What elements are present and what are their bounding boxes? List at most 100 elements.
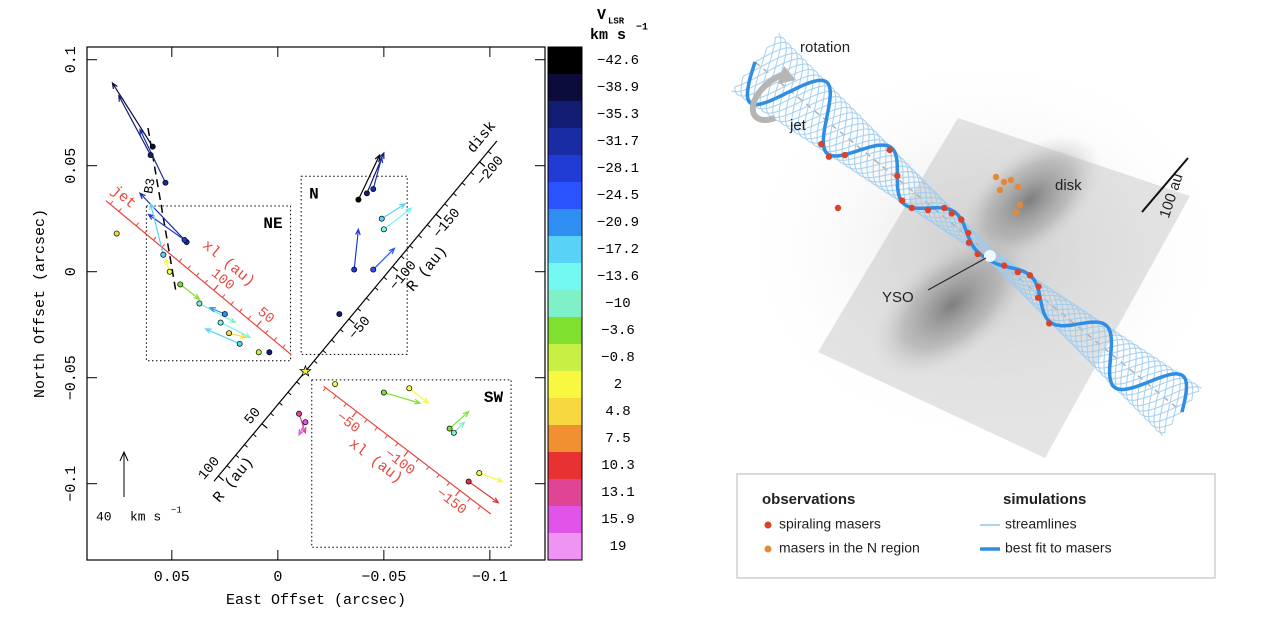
- inset-minor-tick: [235, 454, 240, 459]
- colorbar-band: [548, 533, 582, 561]
- inset-tick: [435, 213, 442, 220]
- legend-swatch: [764, 521, 772, 529]
- maser: [370, 266, 377, 273]
- legend-item: streamlines: [1005, 516, 1077, 532]
- inset-minor-tick: [178, 258, 183, 262]
- inset-minor-tick: [446, 482, 450, 486]
- legend-box: [736, 473, 1216, 579]
- legend-item: best fit to masers: [1005, 540, 1112, 556]
- inset-tick: [217, 475, 225, 481]
- maser: [406, 385, 413, 392]
- velocity-arrow: [118, 94, 152, 156]
- inset-minor-tick: [252, 433, 257, 438]
- velocity-arrow: [357, 153, 381, 200]
- velocity-arrow: [372, 155, 384, 190]
- maser-dot: [1026, 272, 1034, 279]
- maser-dot: [1000, 178, 1008, 186]
- maser: [363, 190, 370, 197]
- velocity-arrow: [199, 302, 237, 324]
- inset-minor-tick: [409, 245, 414, 249]
- y-tick-label: 0.1: [63, 46, 80, 73]
- inset-axis: [105, 200, 292, 356]
- maser: [266, 349, 273, 356]
- maser: [113, 230, 120, 237]
- inset-tick: [392, 266, 399, 272]
- colorbar-subscript: LSR: [608, 16, 625, 26]
- colorbar-band: [548, 317, 582, 345]
- colorbar-label: −20.9: [597, 215, 639, 231]
- maser: [351, 266, 358, 273]
- inset-tick: [479, 161, 486, 167]
- colorbar-label: −17.2: [597, 242, 639, 258]
- maser: [236, 340, 243, 347]
- colorbar-label: −38.9: [597, 80, 639, 96]
- inset-minor-tick: [418, 234, 422, 239]
- velocity-arrow: [111, 81, 154, 147]
- inset-minor-tick: [313, 360, 318, 364]
- colorbar-label: 15.9: [601, 512, 635, 528]
- maser-dot: [1016, 201, 1024, 209]
- legend-item: masers in the N region: [779, 540, 920, 556]
- maser-dot: [948, 210, 955, 217]
- inset-axis: [213, 370, 306, 482]
- inset-minor-tick: [383, 276, 388, 281]
- inset-minor-tick: [187, 265, 191, 270]
- inset-minor-tick: [477, 505, 481, 510]
- inset-tick: [455, 490, 461, 497]
- maser: [147, 152, 154, 159]
- inset-minor-tick: [278, 402, 283, 406]
- maser: [255, 349, 262, 356]
- colorbar-label: −10: [605, 296, 630, 312]
- region-box: [145, 205, 292, 362]
- maser: [221, 311, 228, 318]
- inset-minor-tick: [453, 192, 457, 197]
- colorbar-label: −42.6: [597, 53, 639, 69]
- best-fit-helix: [745, 61, 1189, 413]
- colorbar-band: [548, 128, 582, 156]
- inset-minor-tick: [374, 426, 378, 431]
- colorbar-label: −24.5: [597, 188, 639, 204]
- colorbar-band: [548, 398, 582, 426]
- colorbar-label: 13.1: [601, 485, 635, 501]
- x-tick-label: −0.1: [472, 569, 508, 586]
- inset-minor-tick: [204, 279, 209, 284]
- rotation-arrowhead: [778, 66, 796, 84]
- inset-minor-tick: [153, 236, 157, 241]
- maser-dot: [898, 197, 906, 204]
- inset-minor-tick: [461, 182, 466, 186]
- colorbar-symbol: V: [597, 7, 606, 24]
- disk-lobe: [871, 232, 1033, 378]
- velocity-arrow: [383, 207, 413, 230]
- inset-minor-tick: [487, 151, 492, 155]
- velocity-arrow: [468, 481, 500, 504]
- y-tick-label: −0.05: [63, 355, 80, 400]
- scale-exponent: −1: [171, 505, 182, 515]
- colorbar-label: 19: [610, 539, 627, 555]
- maser: [465, 478, 472, 485]
- velocity-arrow: [179, 283, 201, 301]
- legend-title: observations: [762, 491, 855, 508]
- maser: [181, 236, 188, 243]
- colorbar-label: −31.7: [597, 134, 639, 150]
- legend-title: simulations: [1003, 491, 1086, 508]
- region-label: N: [309, 186, 319, 204]
- velocity-arrow: [383, 391, 422, 405]
- colorbar-band: [548, 371, 582, 399]
- maser: [476, 470, 483, 477]
- maser: [160, 251, 167, 258]
- inset-minor-tick: [230, 301, 234, 305]
- inset-minor-tick: [196, 272, 200, 277]
- inset-minor-tick: [282, 344, 286, 348]
- maser: [336, 311, 343, 318]
- maser-plot: 0.05 0 −0.05 −0.1 0.1 0.05 0 −0.05 −0.1 East Offs…: [32, 7, 648, 609]
- inset-axis: [323, 385, 492, 515]
- inset-minor-tick: [444, 203, 449, 207]
- inset-minor-tick: [415, 458, 419, 463]
- inset-minor-tick: [343, 403, 347, 408]
- legend-item: spiraling masers: [779, 516, 881, 532]
- maser-dot: [1014, 183, 1022, 191]
- colorbar-label: −28.1: [597, 161, 639, 177]
- inset-minor-tick: [400, 255, 405, 260]
- inset-minor-tick: [436, 474, 440, 479]
- inset-minor-tick: [265, 329, 269, 334]
